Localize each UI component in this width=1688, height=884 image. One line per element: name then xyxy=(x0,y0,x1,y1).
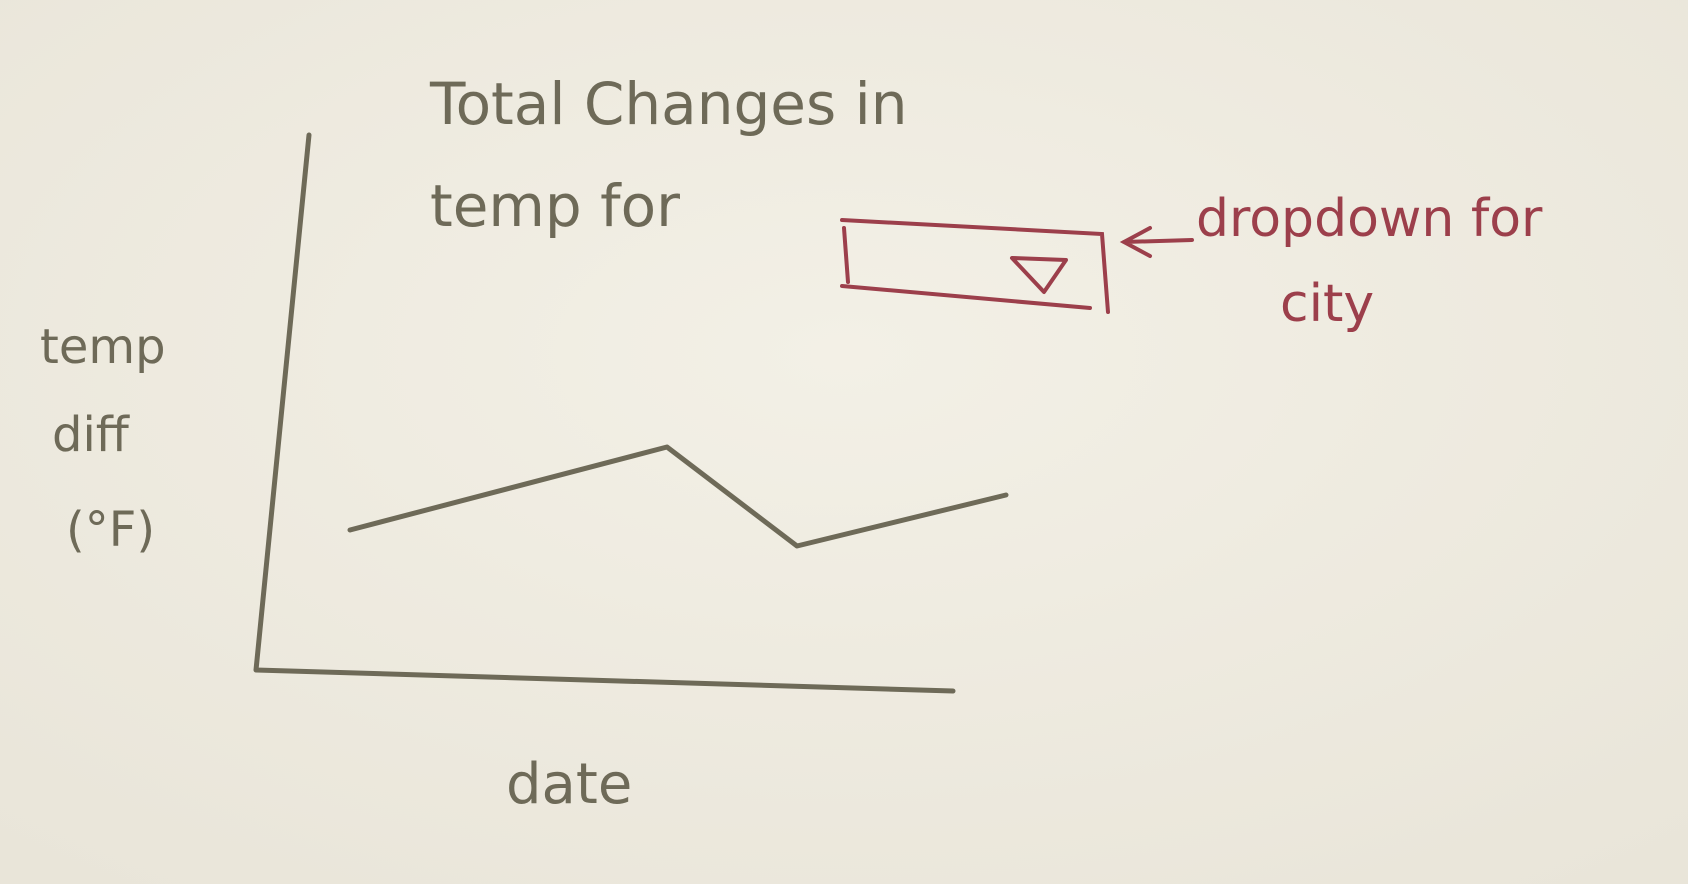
axes xyxy=(253,132,956,694)
note-text: dropdown for xyxy=(1196,189,1543,249)
y-axis-label: diff xyxy=(52,407,130,463)
x-axis-label: date xyxy=(506,752,632,817)
dropdown-caret xyxy=(1010,256,1068,294)
sketch-line xyxy=(347,444,1009,549)
city-dropdown[interactable] xyxy=(840,218,1110,314)
y-axis-label: (°F) xyxy=(66,502,155,558)
note-arrow xyxy=(1119,226,1194,258)
title-line: temp for xyxy=(430,172,680,240)
note-text: city xyxy=(1280,274,1374,334)
y-axis-label: temp xyxy=(40,319,166,375)
dropdown-box xyxy=(840,218,1110,314)
title-line: Total Changes in xyxy=(429,70,907,138)
